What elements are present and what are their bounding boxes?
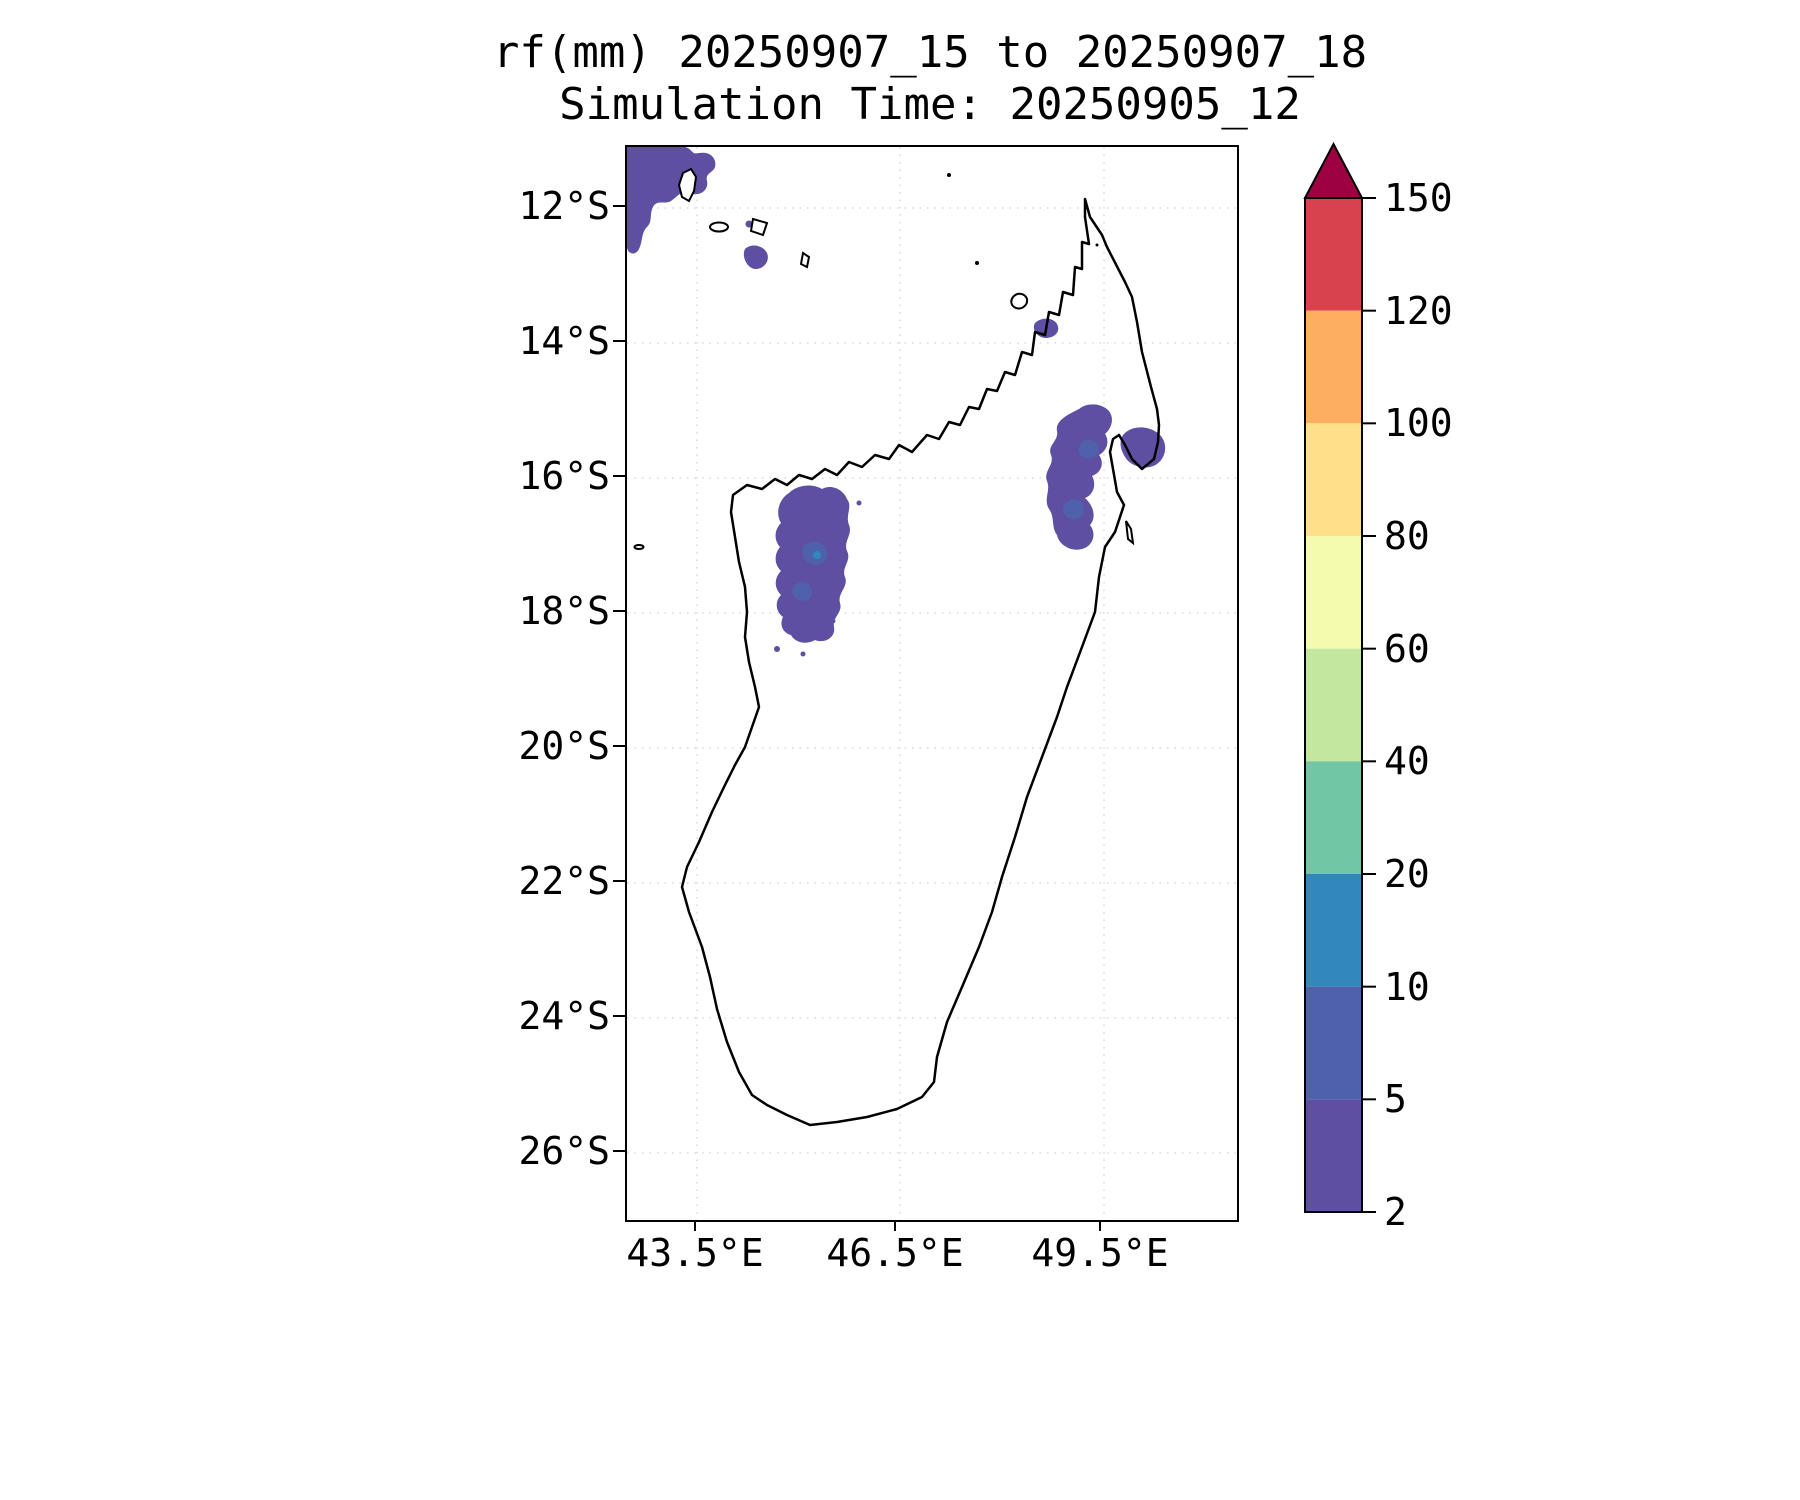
y-tick-label-20s: 20°S xyxy=(518,724,610,768)
x-tick-label-43-5e: 43.5°E xyxy=(626,1231,764,1275)
y-tick-label-14s: 14°S xyxy=(518,319,610,363)
colorbar-segment-120-150 xyxy=(1305,198,1362,311)
rain-core-west2 xyxy=(792,582,813,601)
x-tick-mark xyxy=(694,1219,696,1231)
figure-subtitle: Simulation Time: 20250905_12 xyxy=(559,79,1301,130)
coastline-madagascar xyxy=(680,197,1161,1127)
colorbar-tick-label-5: 5 xyxy=(1384,1077,1407,1121)
colorbar-segment-60-80 xyxy=(1305,536,1362,649)
colorbar xyxy=(1303,141,1376,1213)
graticule xyxy=(627,147,1237,1220)
y-tick-label-16s: 16°S xyxy=(518,454,610,498)
island-juan-de-nova xyxy=(633,544,645,550)
colorbar-segment-2-5 xyxy=(1305,1099,1362,1212)
colorbar-tick-label-60: 60 xyxy=(1384,627,1430,671)
rain-speck xyxy=(774,646,780,652)
colorbar-tick-label-120: 120 xyxy=(1384,289,1453,333)
rain-core-west-max xyxy=(813,551,821,559)
island-sainte-marie xyxy=(1125,520,1135,546)
island-grande-comore xyxy=(677,167,698,203)
island-mayotte xyxy=(799,251,811,269)
island-anjouan xyxy=(749,217,769,237)
rain-core-northeast2 xyxy=(1063,499,1085,519)
island-moheli xyxy=(709,221,729,233)
colorbar-tick-label-10: 10 xyxy=(1384,965,1430,1009)
islet-dot xyxy=(947,173,951,177)
rain-patch-comoros xyxy=(627,147,716,254)
x-tick-mark xyxy=(1099,1219,1101,1231)
y-tick-mark xyxy=(613,205,625,207)
colorbar-segment-80-100 xyxy=(1305,423,1362,536)
x-tick-label-49-5e: 49.5°E xyxy=(1031,1231,1169,1275)
y-tick-label-26s: 26°S xyxy=(518,1129,610,1173)
map-frame xyxy=(625,145,1239,1222)
colorbar-segment-100-120 xyxy=(1305,310,1362,424)
rain-speck xyxy=(745,220,753,228)
colorbar-tick-label-80: 80 xyxy=(1384,514,1430,558)
y-tick-mark xyxy=(613,880,625,882)
figure-title: rf(mm) 20250907_15 to 20250907_18 xyxy=(492,27,1368,78)
y-tick-label-24s: 24°S xyxy=(518,994,610,1038)
islet-dot xyxy=(975,261,979,265)
y-tick-label-12s: 12°S xyxy=(518,184,610,228)
y-tick-mark xyxy=(613,610,625,612)
colorbar-over-arrow xyxy=(1303,141,1364,199)
colorbar-segment-40-60 xyxy=(1305,648,1362,762)
colorbar-segment-20-40 xyxy=(1305,761,1362,874)
colorbar-segment-5-10 xyxy=(1305,986,1362,1100)
colorbar-tick-label-100: 100 xyxy=(1384,401,1453,445)
rain-speck xyxy=(856,500,862,506)
colorbar-tick-label-20: 20 xyxy=(1384,852,1430,896)
y-tick-mark xyxy=(613,340,625,342)
x-tick-label-46-5e: 46.5°E xyxy=(826,1231,964,1275)
y-tick-mark xyxy=(613,475,625,477)
rain-core-northeast xyxy=(1078,439,1100,459)
colorbar-tick-label-150: 150 xyxy=(1384,176,1453,220)
rain-speck xyxy=(800,651,806,657)
rain-patch-anjouan-south xyxy=(743,245,768,270)
rain-field xyxy=(627,147,1166,657)
x-tick-mark xyxy=(894,1219,896,1231)
y-tick-label-22s: 22°S xyxy=(518,859,610,903)
y-tick-mark xyxy=(613,1150,625,1152)
colorbar-ticks xyxy=(1362,197,1376,1213)
y-tick-label-18s: 18°S xyxy=(518,589,610,633)
colorbar-outline xyxy=(1304,197,1363,1213)
map-plot xyxy=(627,147,1237,1220)
colorbar-segment-10-20 xyxy=(1305,874,1362,987)
islet-dot xyxy=(1095,243,1099,247)
y-tick-mark xyxy=(613,745,625,747)
colorbar-tick-label-40: 40 xyxy=(1384,739,1430,783)
colorbar-tick-label-2: 2 xyxy=(1384,1190,1407,1234)
rain-speck xyxy=(830,618,836,624)
island-nosy-be xyxy=(1010,292,1029,310)
rain-patch-northeast-coast xyxy=(1046,404,1112,550)
islands xyxy=(633,167,1135,550)
y-tick-mark xyxy=(613,1015,625,1017)
